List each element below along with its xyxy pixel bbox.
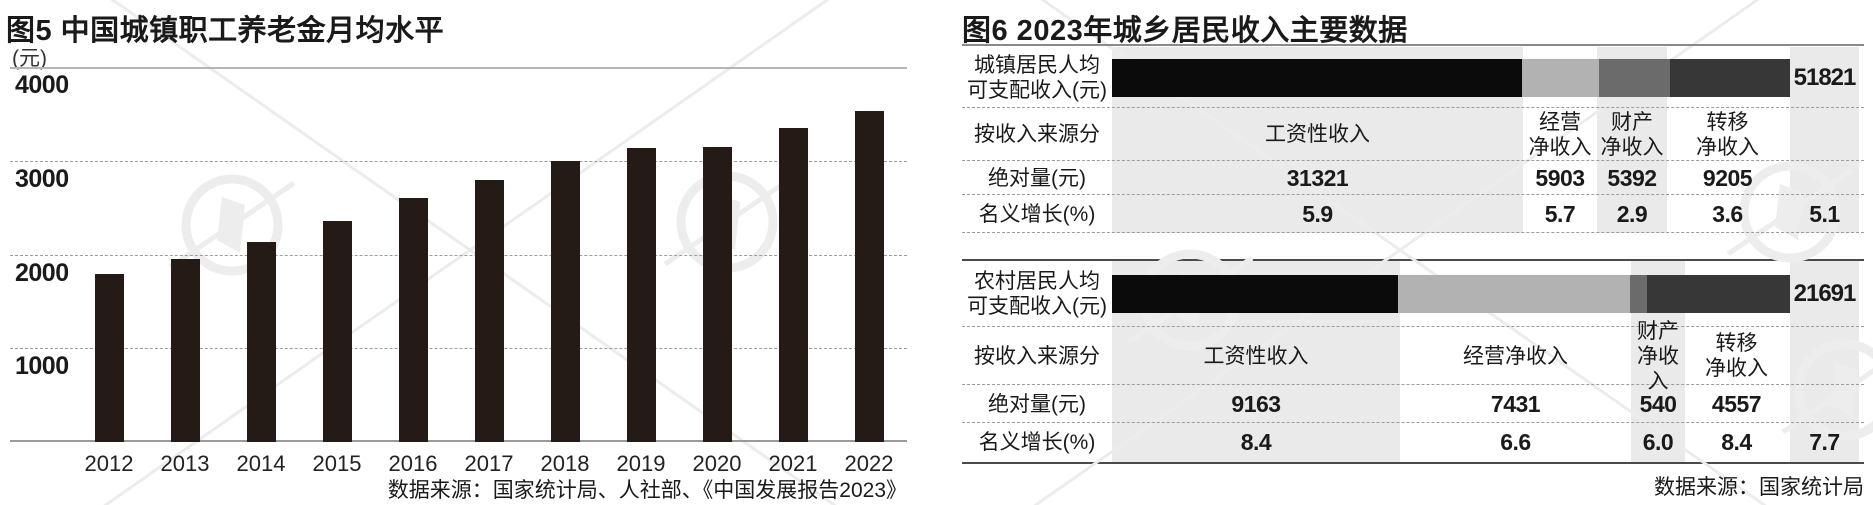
pension-bar-2020 — [703, 147, 732, 442]
pension-bar-2017 — [475, 180, 504, 442]
total-income-value: 51821 — [1793, 63, 1857, 91]
stacked-income-bar — [1112, 58, 1790, 97]
abs-value-1: 5903 — [1535, 164, 1585, 191]
abs-row-label: 绝对量(元) — [988, 166, 1086, 190]
bar-segment-business — [1398, 275, 1630, 313]
bar-segment-property — [1630, 275, 1647, 313]
growth-row-label: 名义增长(%) — [978, 431, 1096, 454]
gridline-2000 — [10, 254, 907, 256]
pension-bar-2015 — [323, 221, 352, 442]
abs-value-0: 9163 — [1231, 390, 1281, 417]
chart-top-border — [10, 67, 907, 69]
column-header-3: 转移 净收入 — [1705, 332, 1768, 380]
abs-value-2: 5392 — [1607, 164, 1657, 191]
abs-value-2: 540 — [1639, 390, 1677, 417]
column-header-2: 财产 净收入 — [1637, 319, 1679, 393]
growth-value-3: 3.6 — [1712, 200, 1743, 227]
growth-row-label: 名义增长(%) — [978, 202, 1096, 226]
source-split-label: 按收入来源分 — [974, 123, 1100, 146]
income-section-rural: 农村居民人均 可支配收入(元) 21691 按收入来源分 工资性收入 经营净收入 财产 净… — [962, 259, 1864, 464]
pension-bar-2022 — [855, 111, 884, 442]
bar-segment-transfer — [1647, 275, 1790, 313]
growth-value-1: 6.6 — [1500, 429, 1531, 455]
figure5-title: 图5 中国城镇职工养老金月均水平 — [6, 15, 445, 47]
figure6-title-divider — [962, 44, 1864, 46]
pension-bar-2014 — [247, 242, 276, 442]
bar-segment-wage — [1112, 58, 1522, 97]
stacked-income-bar — [1112, 275, 1790, 313]
growth-value-0: 5.9 — [1302, 200, 1333, 227]
x-axis-label-2015: 2015 — [312, 451, 362, 476]
gridline-3000 — [10, 160, 907, 162]
pension-bar-2019 — [627, 148, 656, 442]
y-axis-label: 4000 — [15, 71, 69, 99]
growth-value-2: 6.0 — [1642, 429, 1674, 455]
bar-row-label: 农村居民人均 可支配收入(元) — [967, 270, 1107, 318]
growth-value-3: 8.4 — [1721, 429, 1752, 455]
growth-value-0: 8.4 — [1240, 429, 1272, 455]
figure5-unit-label: (元) — [12, 47, 47, 70]
pension-bar-2021 — [779, 128, 808, 442]
abs-value-3: 9205 — [1702, 164, 1753, 191]
y-axis-label: 1000 — [15, 352, 69, 381]
figure5-source: 数据来源：国家统计局、人社部、《中国发展报告2023》 — [387, 479, 907, 502]
growth-value-1: 5.7 — [1544, 200, 1576, 227]
total-income-value: 21691 — [1793, 280, 1857, 307]
income-section-urban: 城镇居民人均 可支配收入(元) 51821 按收入来源分 工资性收入 经营 净收入 财产 … — [962, 47, 1864, 233]
abs-value-1: 7431 — [1490, 390, 1541, 417]
column-header-1: 经营净收入 — [1463, 344, 1568, 368]
figure6-title: 图6 2023年城乡居民收入主要数据 — [962, 15, 1408, 47]
pension-bar-chart: 4000 3000 2000 1000 2012 2013 2014 2015 2016 2017… — [10, 67, 907, 476]
bar-row-label: 城镇居民人均 可支配收入(元) — [967, 53, 1107, 102]
column-header-1: 经营 净收入 — [1528, 110, 1592, 159]
column-header-2: 财产 净收入 — [1600, 110, 1664, 159]
growth-value-2: 2.9 — [1616, 200, 1648, 227]
column-header-3: 转移 净收入 — [1696, 110, 1759, 159]
y-axis-label: 2000 — [15, 258, 69, 287]
pension-bar-2013 — [171, 259, 200, 442]
gridline-1000 — [10, 348, 907, 350]
column-header-0: 工资性收入 — [1265, 123, 1370, 146]
pension-bar-2018 — [551, 161, 580, 442]
growth-total-value: 7.7 — [1809, 429, 1840, 455]
column-header-0: 工资性收入 — [1203, 344, 1309, 368]
figure6-source: 数据来源：国家统计局 — [1654, 476, 1864, 499]
bar-segment-business — [1522, 58, 1599, 97]
chart-baseline — [10, 440, 907, 442]
abs-value-0: 31321 — [1286, 164, 1349, 191]
bar-segment-wage — [1112, 275, 1398, 313]
pension-bar-2012 — [95, 274, 124, 442]
y-axis-label: 3000 — [15, 164, 69, 193]
x-axis-label-2022: 2022 — [844, 451, 894, 476]
abs-row-label: 绝对量(元) — [988, 392, 1086, 416]
source-split-label: 按收入来源分 — [974, 344, 1100, 368]
abs-value-3: 4557 — [1711, 390, 1762, 417]
bar-segment-transfer — [1670, 58, 1790, 97]
pension-bar-2016 — [399, 198, 428, 442]
x-axis-label-2013: 2013 — [160, 451, 210, 476]
bar-segment-property — [1599, 58, 1670, 97]
x-axis-label-2014: 2014 — [236, 451, 286, 476]
growth-total-value: 5.1 — [1809, 200, 1840, 227]
x-axis-label-2012: 2012 — [84, 451, 134, 476]
